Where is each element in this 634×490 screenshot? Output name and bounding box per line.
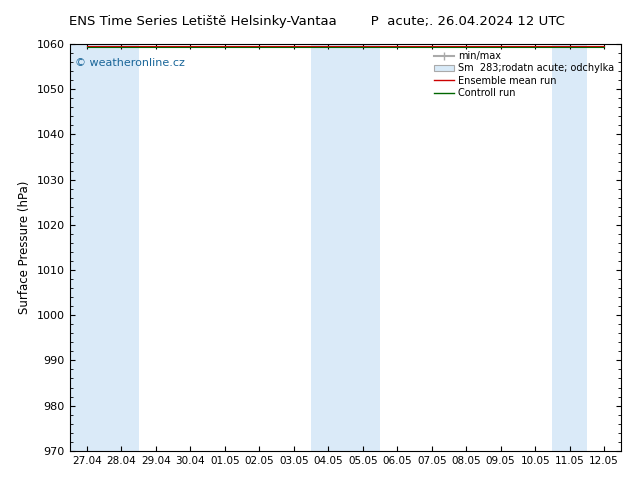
Legend: min/max, Sm  283;rodatn acute; odchylka, Ensemble mean run, Controll run: min/max, Sm 283;rodatn acute; odchylka, … [432,49,616,100]
Bar [311,44,380,451]
Text: ENS Time Series Letiště Helsinky-Vantaa        P  acute;. 26.04.2024 12 UTC: ENS Time Series Letiště Helsinky-Vantaa … [69,15,565,28]
Y-axis label: Surface Pressure (hPa): Surface Pressure (hPa) [18,181,31,314]
Text: © weatheronline.cz: © weatheronline.cz [75,58,185,68]
Bar [552,44,587,451]
Bar [70,44,139,451]
